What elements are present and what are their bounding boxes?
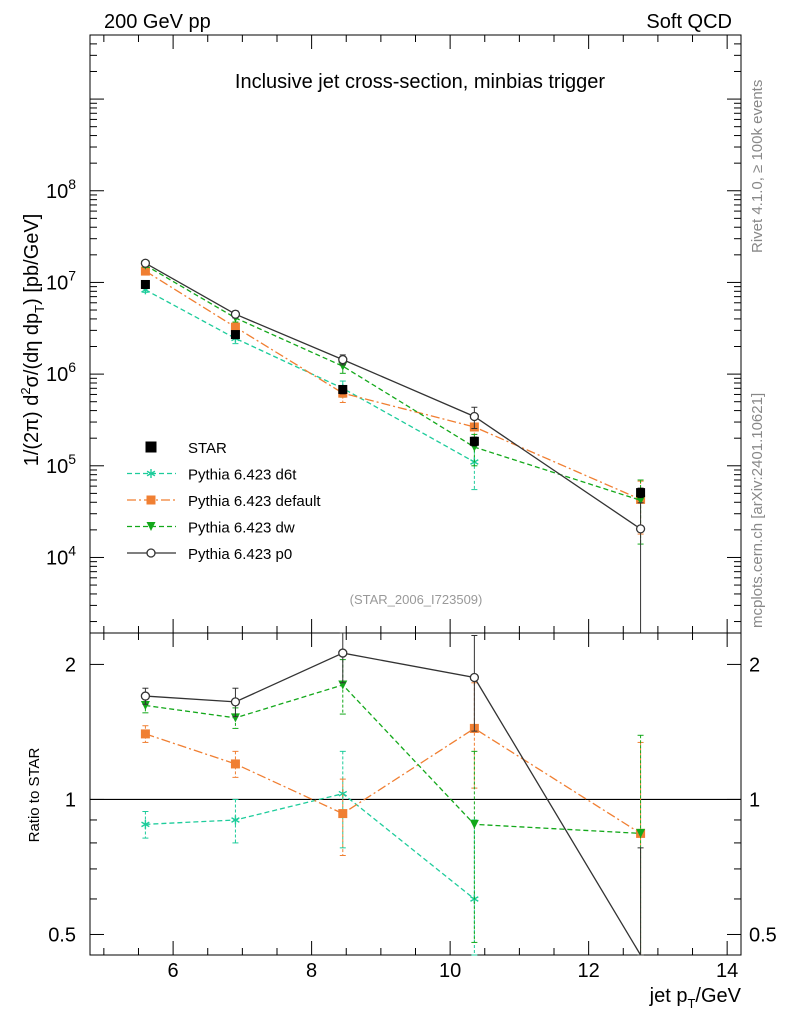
ratio-p0-point — [338, 648, 348, 658]
ratio-dw-point — [469, 819, 479, 829]
main-ylabel: 1/(2π) d2σ/(dη dpT) [pb/GeV] — [18, 214, 47, 467]
ratio-default-point — [140, 729, 150, 739]
ratio-default-point — [338, 809, 348, 819]
main-p0-point — [635, 524, 646, 534]
svg-text:1/(2π) d2σ/(dη dpT) [pb/GeV]: 1/(2π) d2σ/(dη dpT) [pb/GeV] — [18, 214, 47, 467]
ratio-plot-frame — [89, 632, 742, 956]
legend-marker — [146, 469, 156, 478]
ratio-ytick-label: 1 — [65, 789, 76, 811]
legend-label: Pythia 6.423 dw — [188, 520, 295, 537]
ratio-xtick-label: 14 — [716, 960, 738, 982]
main-ytick-label: 108 — [46, 176, 76, 203]
main-p0-point — [230, 309, 241, 319]
main-p0-series — [140, 258, 646, 634]
main-plot-frame — [89, 34, 742, 634]
ratio-p0-series — [140, 632, 644, 956]
legend-item-default: Pythia 6.423 default — [127, 493, 321, 510]
ratio-ytick-label-right: 1 — [749, 789, 760, 811]
legend-label: Pythia 6.423 p0 — [188, 546, 292, 563]
legend-item-d6t: Pythia 6.423 d6t — [127, 467, 297, 484]
watermark: (STAR_2006_I723509) — [350, 592, 483, 607]
main-p0-point — [338, 354, 348, 365]
ratio-default-series — [140, 682, 646, 956]
legend-marker — [146, 522, 156, 531]
main-title: Inclusive jet cross-section, minbias tri… — [235, 71, 605, 93]
main-dw-point — [338, 361, 348, 371]
main-star-point — [636, 488, 646, 498]
ratio-ytick-label-right: 0.5 — [749, 924, 777, 946]
ratio-d6t-line — [145, 792, 475, 900]
ratio-default-point — [230, 759, 240, 769]
ratio-default-line — [145, 727, 641, 834]
main-p0-point — [469, 411, 480, 422]
legend-marker — [145, 441, 157, 453]
xlabel: jet pT/GeV — [649, 985, 742, 1011]
ratio-xtick-label: 10 — [439, 960, 461, 982]
legend-item-star: STAR — [145, 440, 227, 457]
ratio-p0-point — [140, 691, 151, 701]
main-default-point — [230, 322, 240, 332]
ratio-d6t-point — [141, 819, 150, 829]
ratio-panel: Ratio to STAR 0.5 0.51 12 26 8 10 12 14 jet pT/… — [26, 632, 777, 1011]
ratio-dw-point — [140, 700, 150, 710]
main-d6t-line — [145, 289, 475, 463]
legend-marker — [146, 548, 156, 558]
ratio-p0-point — [469, 672, 480, 683]
main-p0-line — [145, 262, 641, 530]
main-star-point — [469, 436, 479, 446]
ratio-ytick-label: 0.5 — [48, 924, 76, 946]
main-star-series — [140, 279, 646, 499]
ratio-p0-line — [145, 652, 642, 956]
ratio-xtick-label: 6 — [168, 960, 179, 982]
main-ytick-label: 106 — [46, 359, 76, 386]
main-ytick-label: 104 — [46, 542, 76, 569]
ratio-d6t-point — [231, 815, 240, 825]
ratio-d6t-series — [141, 750, 479, 956]
header-right: Soft QCD — [646, 11, 732, 33]
legend-marker — [146, 495, 156, 505]
ratio-dw-series — [140, 659, 646, 956]
ratio-dw-point — [230, 713, 240, 723]
main-ytick-label: 105 — [46, 451, 76, 478]
legend-label: Pythia 6.423 default — [188, 493, 321, 510]
main-p0-point — [140, 258, 151, 268]
ratio-dw-line — [145, 684, 641, 835]
main-d6t-series — [141, 285, 479, 491]
ratio-ylabel: Ratio to STAR — [26, 747, 43, 842]
legend: STAR Pythia 6.423 d6t Pythia 6.423 default… — [127, 440, 321, 563]
main-star-point — [230, 330, 240, 340]
main-default-point — [140, 266, 150, 276]
ratio-dw-point — [636, 828, 646, 838]
rivet-label: Rivet 4.1.0, ≥ 100k events — [749, 80, 766, 253]
ratio-ytick-label-right: 2 — [749, 654, 760, 676]
ratio-xtick-label: 12 — [578, 960, 600, 982]
main-star-point — [140, 279, 150, 289]
ratio-p0-point — [230, 697, 241, 707]
svg-text:jet pT/GeV: jet pT/GeV — [649, 985, 742, 1011]
legend-item-p0: Pythia 6.423 p0 — [127, 546, 292, 563]
legend-label: Pythia 6.423 d6t — [188, 467, 297, 484]
main-ytick-label: 107 — [46, 267, 76, 294]
mcplots-label: mcplots.cern.ch [arXiv:2401.10621] — [749, 393, 766, 628]
main-dw-line — [145, 264, 641, 501]
main-default-line — [145, 270, 641, 500]
ratio-xtick-label: 8 — [306, 960, 317, 982]
header-left: 200 GeV pp — [104, 11, 211, 33]
legend-item-dw: Pythia 6.423 dw — [127, 520, 295, 537]
main-panel: Inclusive jet cross-section, minbias tri… — [18, 34, 742, 634]
ratio-ytick-label: 2 — [65, 654, 76, 676]
main-star-point — [338, 384, 348, 394]
legend-label: STAR — [188, 440, 227, 457]
